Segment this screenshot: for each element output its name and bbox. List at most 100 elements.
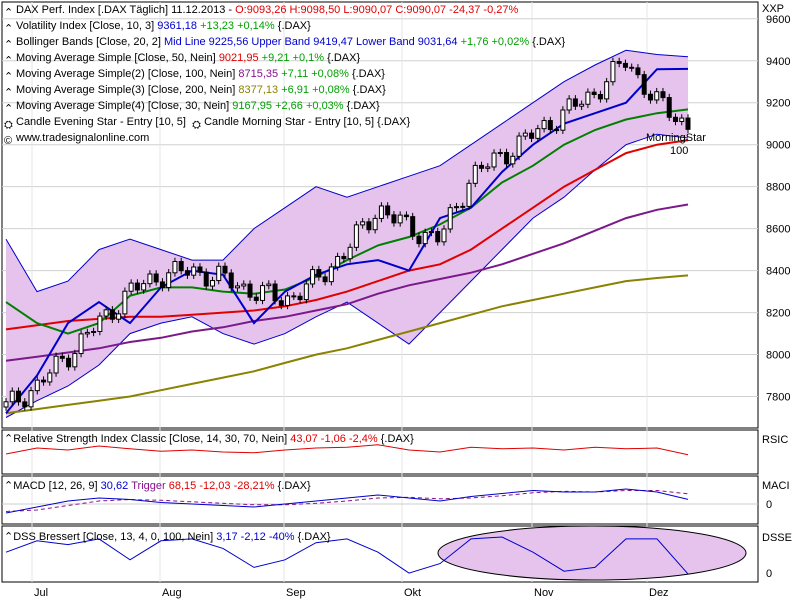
candle-body [34,379,40,392]
candle-body [134,282,140,291]
candle-body [103,309,109,317]
legend-row-ma100[interactable]: ⌃ Moving Average Simple(2) [Close, 100, … [4,68,385,83]
candle-body [41,379,47,383]
candle-body [235,285,241,289]
main-axis-label: XXP [762,3,784,15]
macd-trigger-line [5,490,689,512]
candle-body [422,231,428,245]
indicator-icon: ⌃ [4,87,14,99]
candle-body [647,93,653,101]
candle-body [159,281,165,289]
candle-body [222,265,228,274]
legend-row-ma200[interactable]: ⌃ Moving Average Simple(3) [Close, 200, … [4,84,386,99]
candle-body [291,295,297,298]
candle-body [328,266,334,283]
legend-row-volatility[interactable]: ⌃ Volatility Index [Close, 10, 3] 9361,1… [4,20,311,35]
candle-body [91,330,97,333]
candle-body [178,260,184,272]
rsi-line [5,444,689,456]
main-y-axis: 9600 9400 9200 9000 8800 8600 8400 8200 8000 7800 [766,14,790,404]
macd-zero-tick: 0 [766,499,772,511]
candle-body [497,152,503,155]
candle-body [191,266,197,276]
candle-body [385,205,391,216]
y-tick-label: 8600 [766,224,790,236]
main-panel-frame [1,1,759,429]
header-row: ⌃ DAX Perf. Index [.DAX Täglich] 11.12.2… [4,4,519,19]
y-tick-label: 8400 [766,266,790,278]
candle-body [166,272,172,289]
y-tick-label: 8800 [766,182,790,194]
candle-body [247,283,253,298]
candle-body [172,260,178,274]
indicator-icon: ⌃ [4,55,14,67]
candle-body [22,401,28,408]
indicator-icon: ⌃ [4,103,14,115]
candle-body [522,132,528,137]
candle-body [610,61,616,83]
candle-body [341,255,347,260]
candle-body [391,214,397,224]
candle-body [572,98,578,107]
candle-body [203,271,209,287]
candle-body [441,228,447,243]
dss-legend[interactable]: ⌃ DSS Bressert [Close, 13, 4, 0, 100, Ne… [4,530,331,544]
candle-body [597,93,603,100]
legend-row-candles[interactable]: ⛭ Candle Evening Star - Entry [10, 5] ⛭ … [4,116,411,131]
candle-body [447,207,453,230]
candle-pattern-icon: ⛭ [4,119,13,131]
macd-legend[interactable]: ⌃ MACD [12, 26, 9] 30,62 Trigger 68,15 -… [4,479,311,493]
candle-body [9,390,15,403]
candle-body [322,276,328,283]
candle-body [410,216,416,237]
main-legend: ⌃ DAX Perf. Index [.DAX Täglich] 11.12.2… [4,2,566,147]
chart-collapse-icon[interactable]: ⌃ [4,7,14,19]
rsi-legend[interactable]: ⌃ Relative Strength Index Classic [Close… [4,432,414,446]
indicator-icon: ⌃ [4,433,14,445]
candle-body [541,120,547,130]
candle-body [428,231,434,234]
candle-body [109,309,115,320]
candle-body [285,295,291,306]
dss-highlight-ellipse [437,525,747,581]
candle-body [641,74,647,95]
candle-body [397,214,403,224]
y-tick-label: 9200 [766,98,790,110]
candle-body [335,255,341,268]
candle-body [197,266,203,273]
macd-axis-label: MACI [762,480,790,492]
candle-body [460,205,466,208]
candle-body [84,331,90,335]
candle-body [435,231,441,243]
candle-body [629,66,635,69]
candle-body [616,61,622,64]
ma30-line [5,108,689,335]
candle-body [266,283,272,287]
candle-body [228,272,234,289]
y-tick-label: 8200 [766,308,790,320]
candle-body [66,357,72,368]
legend-row-bollinger[interactable]: ⌃ Bollinger Bands [Close, 20, 2] Mid Lin… [4,36,566,51]
candle-body [53,355,59,374]
candle-body [372,217,378,231]
candle-body [685,117,691,130]
legend-row-ma30[interactable]: ⌃ Moving Average Simple(4) [Close, 30, N… [4,100,380,115]
website-link[interactable]: www.tradesignalonline.com [16,132,150,144]
candle-body [635,67,641,76]
month-label: Nov [534,587,554,599]
x-axis-months: Jul Aug Sep Okt Nov Dez [34,587,669,599]
dss-line [5,536,689,575]
y-tick-label: 9400 [766,56,790,68]
candle-body [579,103,585,107]
legend-row-ma50[interactable]: ⌃ Moving Average Simple [Close, 50, Nein… [4,52,361,67]
candle-body [260,285,266,301]
candle-body [78,333,84,355]
candle-body [566,98,572,111]
candle-body [378,205,384,219]
candle-body [672,116,678,123]
indicator-icon: ⌃ [4,480,14,492]
candle-body [72,353,78,368]
candle-body [59,355,65,359]
candle-body [416,235,422,245]
